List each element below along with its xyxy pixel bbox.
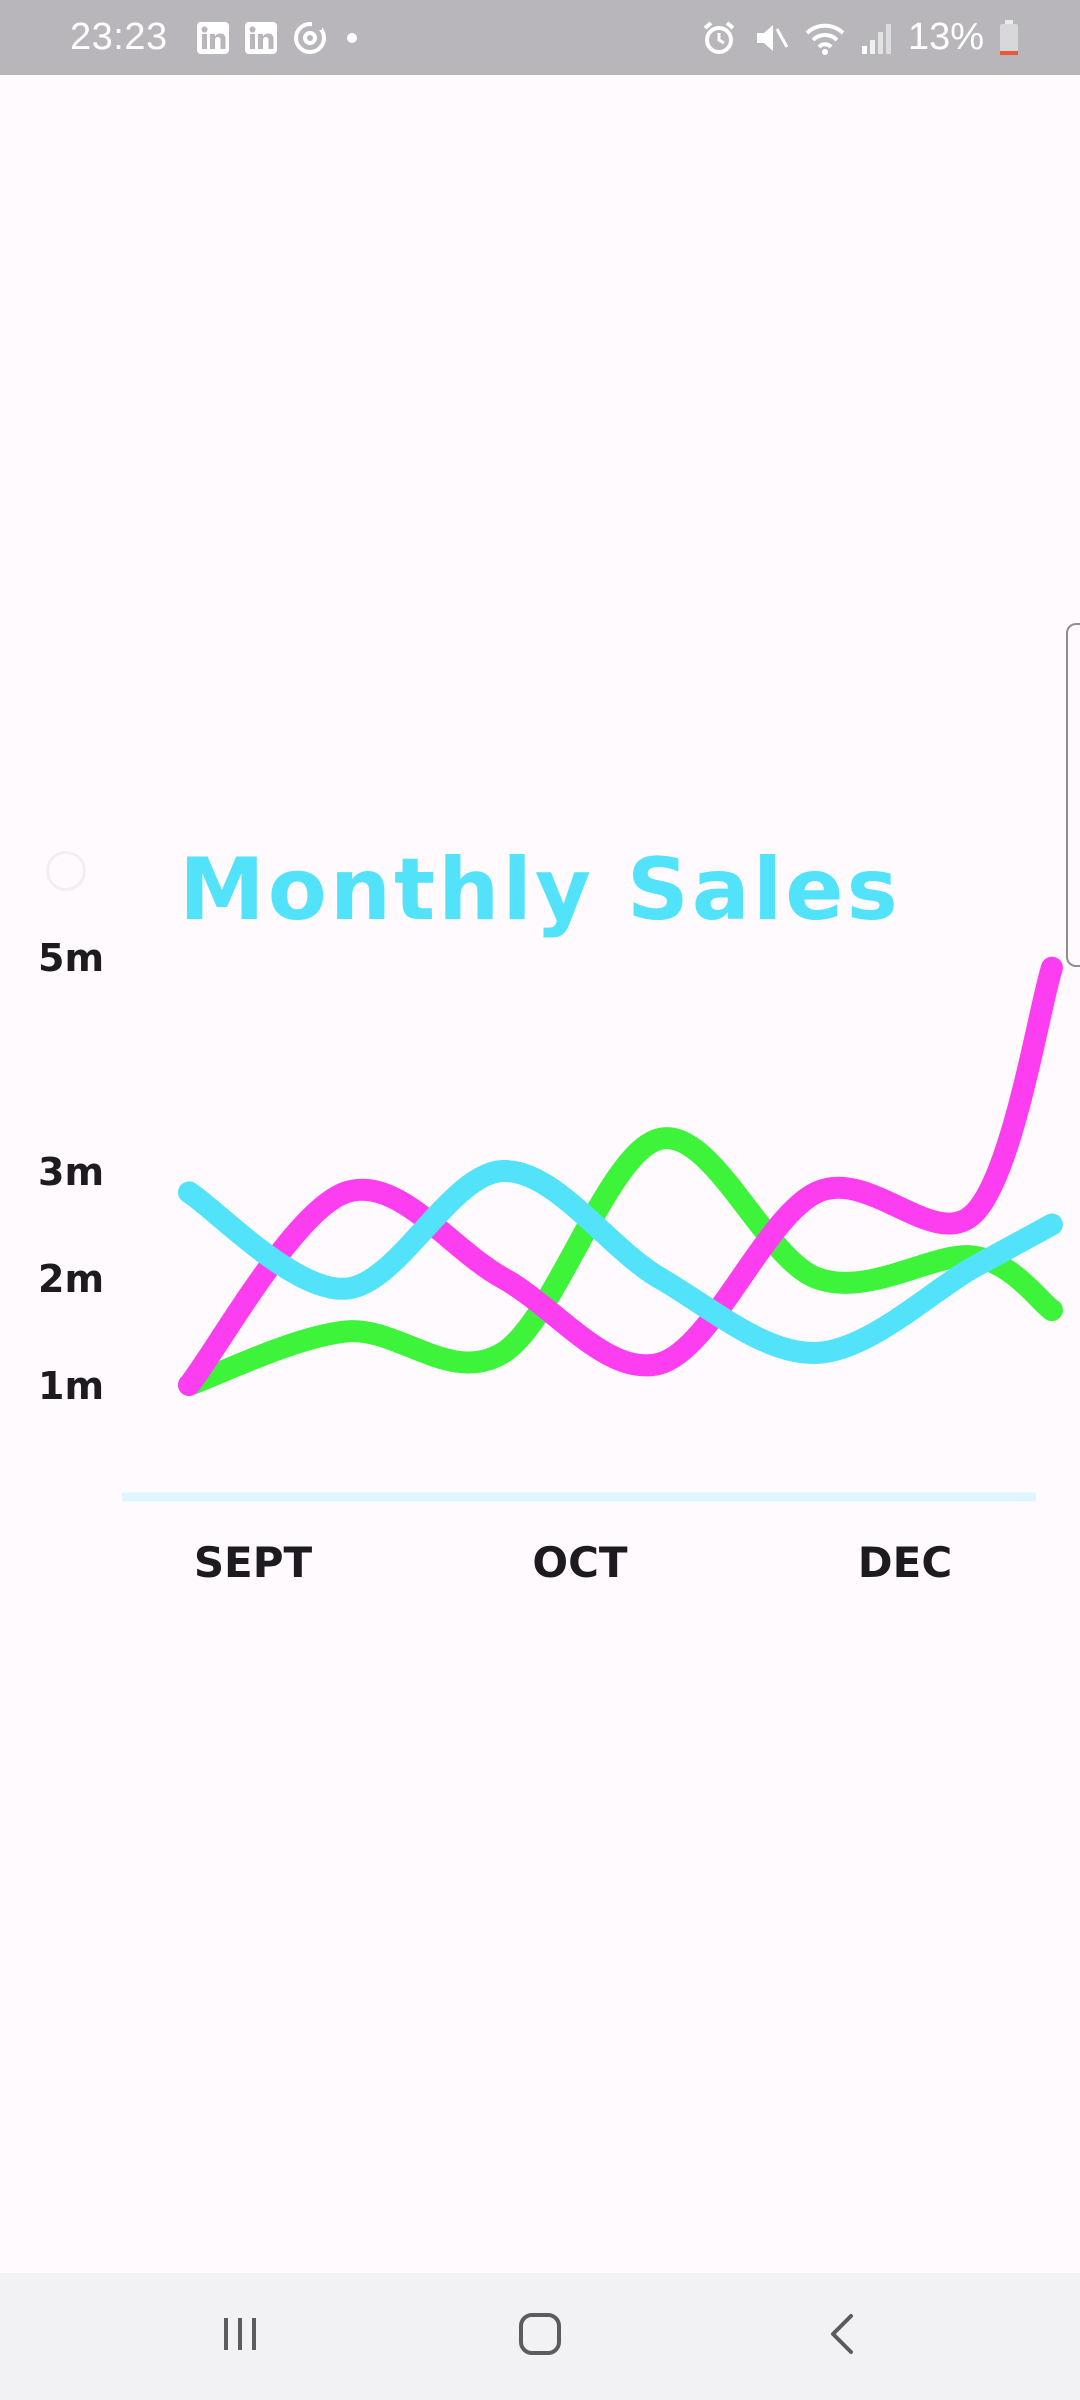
chart-title: Monthly Sales xyxy=(179,840,901,940)
x-tick-label: DEC xyxy=(858,1538,952,1587)
status-right: 13% xyxy=(700,0,1020,75)
series-green-line xyxy=(178,1127,1063,1396)
recents-button[interactable] xyxy=(160,2273,320,2400)
back-icon xyxy=(823,2312,863,2361)
battery-icon xyxy=(998,19,1020,57)
sync-icon xyxy=(292,20,328,56)
y-tick-label: 2m xyxy=(38,1257,104,1301)
y-tick-label: 3m xyxy=(38,1150,104,1194)
y-tick-label: 1m xyxy=(38,1364,104,1408)
mute-icon xyxy=(752,19,790,57)
recents-icon xyxy=(220,2314,260,2359)
series-cyan-line xyxy=(178,1160,1063,1364)
series-magenta-line xyxy=(178,956,1063,1396)
alarm-icon xyxy=(700,19,738,57)
status-left: 23:23 xyxy=(70,0,362,75)
y-tick-label: 5m xyxy=(38,936,104,980)
x-tick-label: SEPT xyxy=(194,1538,313,1587)
navigation-bar xyxy=(0,2273,1080,2400)
signal-icon xyxy=(860,20,894,56)
status-bar: 23:23 13% xyxy=(0,0,1080,75)
linkedin-icon xyxy=(196,21,230,55)
home-button[interactable] xyxy=(460,2273,620,2400)
faint-circle-icon xyxy=(46,851,86,891)
battery-percent: 13% xyxy=(907,16,984,58)
home-icon xyxy=(518,2312,562,2361)
back-button[interactable] xyxy=(763,2273,923,2400)
status-time: 23:23 xyxy=(70,16,168,58)
wifi-icon xyxy=(804,19,846,57)
chart-series xyxy=(178,956,1063,1396)
edge-panel-handle[interactable] xyxy=(1066,623,1080,967)
line-chart: 5m 3m 2m 1m SEPT OCT DEC xyxy=(38,936,1063,1587)
x-axis-ticks: SEPT OCT DEC xyxy=(194,1538,952,1587)
linkedin-icon xyxy=(244,21,278,55)
dot-icon xyxy=(342,28,362,48)
y-axis-ticks: 5m 3m 2m 1m xyxy=(38,936,104,1408)
x-tick-label: OCT xyxy=(532,1538,628,1587)
